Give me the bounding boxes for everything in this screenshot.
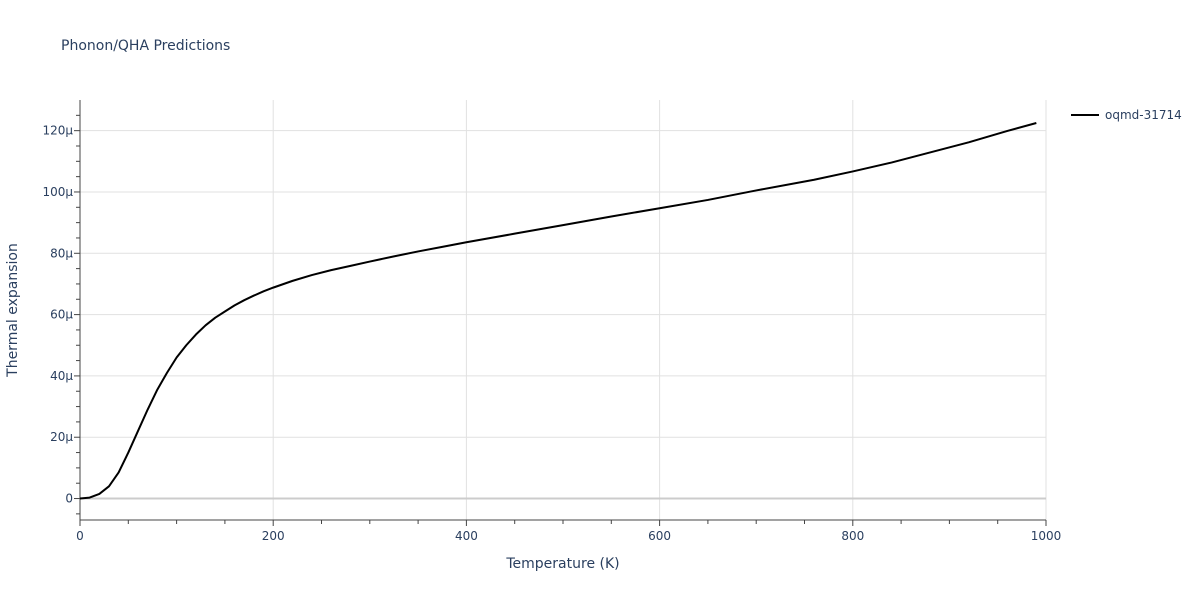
chart-title: Phonon/QHA Predictions <box>61 38 230 54</box>
x-tick-label: 400 <box>455 529 478 543</box>
grid-layer <box>80 100 1047 520</box>
legend[interactable]: oqmd-31714 <box>1071 108 1182 122</box>
y-tick-label: 120μ <box>42 124 73 138</box>
x-axis-title: Temperature (K) <box>505 556 619 572</box>
axes-layer: 0 200 400 600 800 1000 0 20μ 40μ 60μ 80μ 100μ 120μ <box>42 100 1061 543</box>
x-tick-label: 800 <box>841 529 864 543</box>
y-tick-label: 0 <box>65 492 73 506</box>
y-tick-label: 80μ <box>50 246 73 260</box>
y-tick-label: 40μ <box>50 369 73 383</box>
x-tick-label: 200 <box>262 529 285 543</box>
y-axis-title: Thermal expansion <box>5 243 21 378</box>
series-layer <box>79 122 1037 500</box>
x-tick-label: 1000 <box>1031 529 1062 543</box>
y-tick-label: 20μ <box>50 430 73 444</box>
x-tick-label: 0 <box>76 529 84 543</box>
y-tick-label: 60μ <box>50 308 73 322</box>
series-line-0 <box>79 122 1037 500</box>
x-tick-label: 600 <box>648 529 671 543</box>
y-tick-label: 100μ <box>42 185 73 199</box>
legend-label: oqmd-31714 <box>1105 108 1182 122</box>
